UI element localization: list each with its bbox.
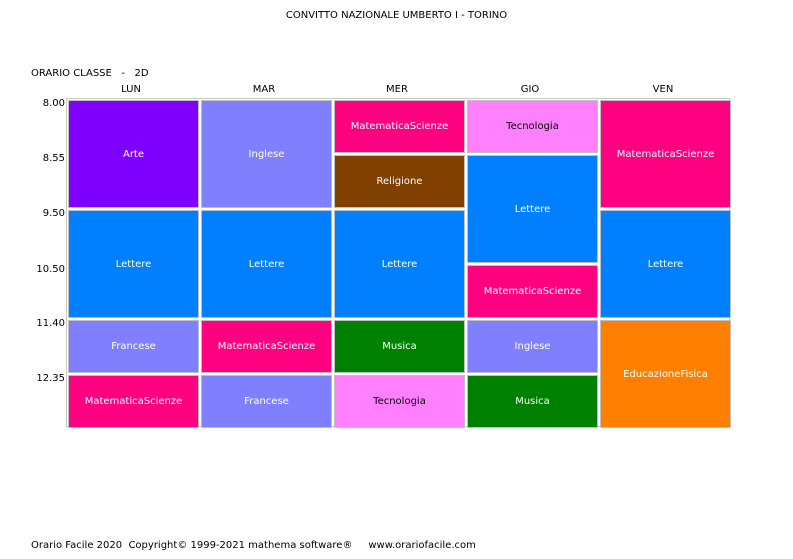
lesson-cell: Lettere bbox=[600, 210, 731, 318]
time-label: 10.50 bbox=[36, 264, 65, 275]
lesson-cell: Lettere bbox=[334, 210, 465, 318]
day-header-lun: LUN bbox=[121, 84, 141, 95]
lesson-cell: Tecnologia bbox=[334, 375, 465, 428]
lesson-cell: MatematicaScienze bbox=[201, 320, 332, 373]
lesson-cell: Francese bbox=[201, 375, 332, 428]
lesson-cell: Inglese bbox=[201, 100, 332, 208]
school-title: CONVITTO NAZIONALE UMBERTO I - TORINO bbox=[285, 10, 508, 21]
footer-copyright: Orario Facile 2020 Copyright© 1999-2021 … bbox=[31, 540, 476, 551]
lesson-cell: EducazioneFisica bbox=[600, 320, 731, 428]
day-header-ven: VEN bbox=[652, 84, 674, 95]
class-label: ORARIO CLASSE - 2D bbox=[31, 68, 149, 79]
time-label: 12.35 bbox=[36, 373, 65, 384]
lesson-cell: Lettere bbox=[467, 155, 598, 263]
lesson-cell: Musica bbox=[334, 320, 465, 373]
lesson-cell: Musica bbox=[467, 375, 598, 428]
lesson-cell: MatematicaScienze bbox=[467, 265, 598, 318]
time-label: 8.55 bbox=[42, 153, 65, 164]
lesson-cell: MatematicaScienze bbox=[68, 375, 199, 428]
day-header-mer: MER bbox=[386, 84, 408, 95]
lesson-cell: Arte bbox=[68, 100, 199, 208]
day-header-gio: GIO bbox=[520, 84, 540, 95]
lesson-cell: Tecnologia bbox=[467, 100, 598, 153]
lesson-cell: Lettere bbox=[201, 210, 332, 318]
time-label: 8.00 bbox=[42, 98, 65, 109]
lesson-cell: Inglese bbox=[467, 320, 598, 373]
day-header-mar: MAR bbox=[252, 84, 276, 95]
lesson-cell: Francese bbox=[68, 320, 199, 373]
time-label: 9.50 bbox=[42, 208, 65, 219]
timetable-grid: Arte Lettere Francese MatematicaScienze Ingl… bbox=[66, 98, 731, 428]
lesson-cell: Religione bbox=[334, 155, 465, 208]
lesson-cell: MatematicaScienze bbox=[600, 100, 731, 208]
lesson-cell: MatematicaScienze bbox=[334, 100, 465, 153]
time-label: 11.40 bbox=[36, 318, 65, 329]
lesson-cell: Lettere bbox=[68, 210, 199, 318]
